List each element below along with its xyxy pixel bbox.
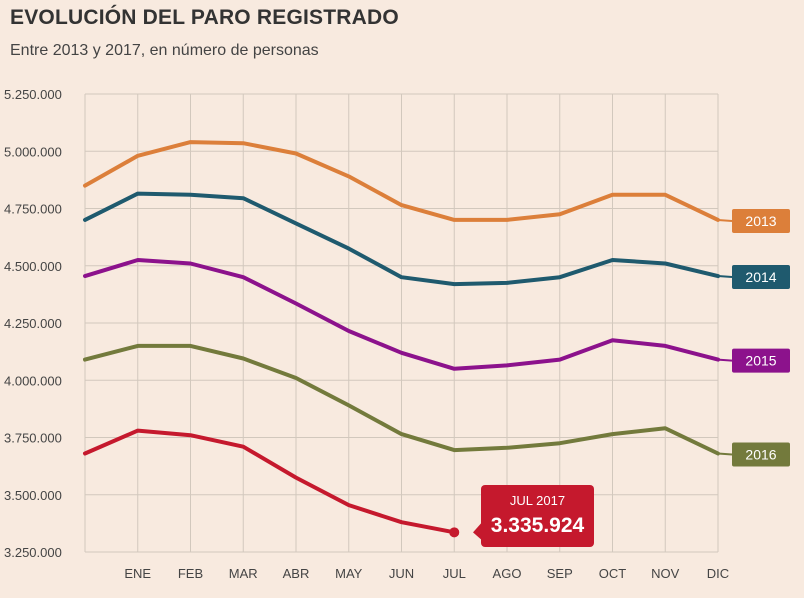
x-tick-label: OCT [599, 566, 627, 581]
x-tick-label: JUL [443, 566, 466, 581]
series-label-text: 2014 [745, 269, 776, 285]
series-label-text: 2013 [745, 213, 776, 229]
x-tick-label: DIC [707, 566, 729, 581]
series-line-2017 [83, 428, 457, 535]
series-line-2016 [83, 343, 720, 456]
y-tick-label: 4.250.000 [4, 316, 62, 331]
callout: JUL 2017 3.335.924 [449, 485, 594, 547]
y-axis-ticks: 3.250.000 3.500.000 3.750.000 4.000.000 4.25… [4, 87, 62, 560]
grid [84, 93, 719, 553]
y-tick-label: 3.250.000 [4, 545, 62, 560]
series-labels: 2013 2014 2015 2016 [717, 208, 790, 467]
y-tick-label: 4.500.000 [4, 259, 62, 274]
series-label-text: 2016 [745, 447, 776, 463]
y-tick-label: 5.250.000 [4, 87, 62, 102]
y-tick-label: 4.000.000 [4, 373, 62, 388]
x-tick-label: ENE [124, 566, 151, 581]
callout-box [481, 485, 594, 547]
series-label-box [732, 348, 790, 373]
x-tick-label: FEB [178, 566, 203, 581]
series-label-2015: 2015 [717, 348, 790, 373]
chart-subtitle: Entre 2013 y 2017, en número de personas [10, 42, 319, 59]
series-label-box [732, 442, 790, 467]
y-tick-label: 3.500.000 [4, 488, 62, 503]
callout-point [449, 527, 460, 538]
y-tick-label: 4.750.000 [4, 202, 62, 217]
callout-pointer [473, 523, 481, 540]
x-tick-label: MAY [335, 566, 363, 581]
x-tick-label: AGO [493, 566, 522, 581]
y-tick-label: 5.000.000 [4, 144, 62, 159]
chart-title: EVOLUCIÓN DEL PARO REGISTRADO [10, 6, 399, 29]
series-line-2014 [83, 191, 720, 287]
series-label-2013: 2013 [717, 208, 790, 233]
series-label-2016: 2016 [717, 442, 790, 467]
callout-value: 3.335.924 [491, 514, 585, 537]
x-tick-label: JUN [389, 566, 414, 581]
x-tick-label: MAR [229, 566, 258, 581]
series-label-2014: 2014 [717, 265, 790, 290]
y-tick-label: 3.750.000 [4, 431, 62, 446]
series-line-2015 [83, 258, 720, 371]
series-lines [83, 140, 720, 535]
callout-label: JUL 2017 [510, 493, 565, 508]
series-label-box [732, 208, 790, 233]
x-axis-ticks: ENE FEB MAR ABR MAY JUN JUL AGO SEP OCT NOV DIC [124, 566, 729, 581]
series-label-box [732, 265, 790, 290]
x-tick-label: NOV [651, 566, 680, 581]
x-tick-label: SEP [547, 566, 573, 581]
series-line-2013 [83, 140, 720, 222]
x-tick-label: ABR [283, 566, 310, 581]
series-label-text: 2015 [745, 353, 776, 369]
